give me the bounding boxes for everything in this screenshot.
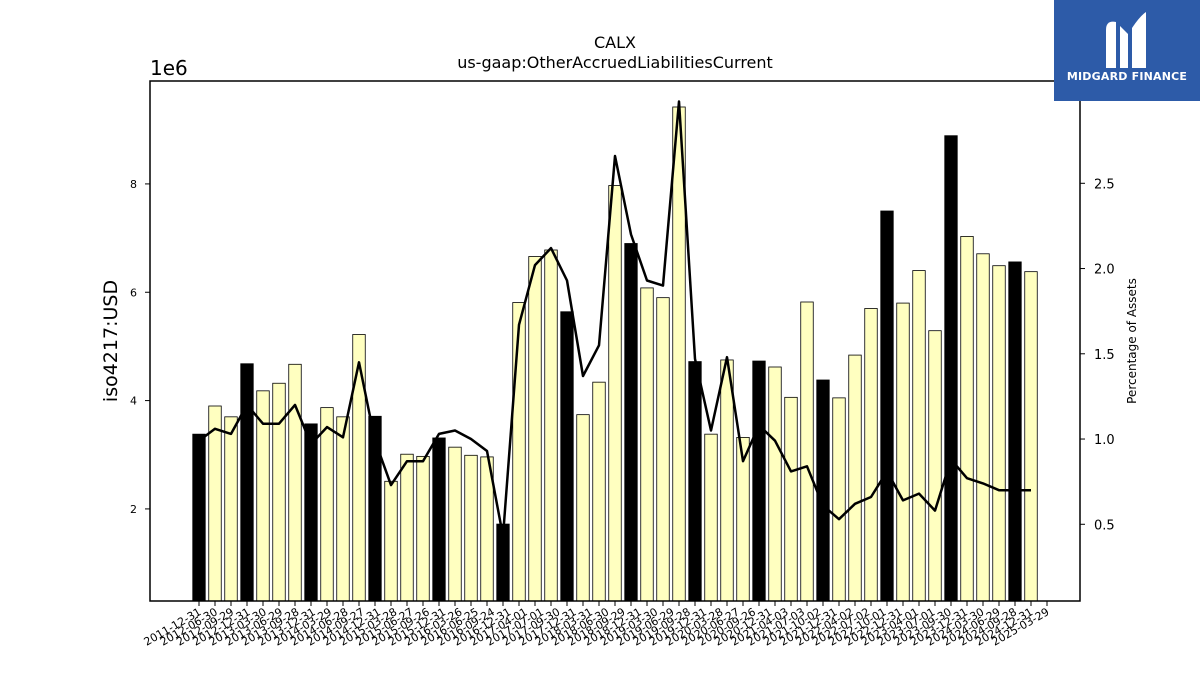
bar-2012-06-30 [224,416,238,602]
bar-2021-04-03 [784,396,798,602]
bar-2015-03-28 [400,453,414,602]
y-tick-label-6: 6 [130,286,137,299]
bar-2013-12-31 [320,407,334,602]
bar-2017-09-30 [560,311,574,602]
bar-2018-09-29 [624,243,638,602]
bar-2023-04-01 [912,270,926,602]
bar-2018-06-30 [608,185,622,602]
bar-2016-03-26 [464,454,478,602]
y-tick-label-2: 2 [130,503,137,516]
y-axis-ticks: 2 4 6 8 [130,178,150,516]
y-multiplier-label: 1e6 [150,56,188,80]
y-axis-label: iso4217:USD [100,280,122,402]
bar-2022-10-01 [880,210,894,602]
bar-2019-03-30 [656,297,670,602]
bar-2020-09-26 [752,360,766,602]
bar-2023-07-01 [928,330,942,602]
midgard-finance-logo: MIDGARD FINANCE [1054,0,1200,101]
bar-2024-03-30 [976,253,990,602]
bar-2018-03-31 [592,381,606,602]
bar-2013-06-29 [288,363,302,602]
y2-tick-label-2.5: 2.5 [1094,177,1115,192]
bars-group [192,106,1038,602]
bar-2014-12-31 [384,480,398,602]
bar-2019-09-28 [688,361,702,602]
bar-2014-03-29 [336,416,350,602]
bar-2015-06-27 [416,455,430,602]
bar-2024-06-29 [992,265,1006,602]
bar-2017-07-01 [544,249,558,602]
plot-frame [149,80,1081,602]
x-axis-ticks: 2011-12-312012-06-302012-09-292012-12-31… [142,601,1052,649]
y2-axis-ticks: 0.5 1.0 1.5 2.0 2.5 [1080,177,1115,533]
y2-tick-label-0.5: 0.5 [1094,518,1115,533]
bar-2024-12-31 [1024,271,1038,602]
bar-2023-12-31 [960,236,974,602]
bar-2015-09-26 [432,437,446,602]
bar-2014-06-28 [352,334,366,602]
bar-2017-04-01 [528,256,542,602]
pct-line-group [198,100,1031,538]
bar-2021-07-03 [800,301,814,602]
bar-2020-03-28 [720,359,734,602]
y2-tick-label-2: 2.0 [1094,263,1115,278]
y-tick-label-8: 8 [130,178,137,191]
chart-subtitle: us-gaap:OtherAccruedLiabilitiesCurrent [457,53,773,72]
bar-2015-12-31 [448,446,462,602]
bar-2020-12-31 [768,366,782,602]
bar-2023-09-30 [944,135,958,602]
midgard-logo-icon [1106,12,1146,68]
chart-title: CALX [594,33,636,52]
y-tick-label-4: 4 [130,395,137,408]
bar-2022-04-02 [848,354,862,602]
bar-2013-09-28 [304,423,318,602]
bar-2012-09-29 [240,363,254,602]
bar-2016-12-31 [512,302,526,602]
bar-2024-09-28 [1008,261,1022,602]
bar-2021-10-02 [816,379,830,602]
bar-2012-03-31 [208,405,222,602]
bar-2011-12-31 [192,433,206,602]
bar-2021-12-31 [832,397,846,602]
y2-axis-label: Percentage of Assets [1125,278,1139,404]
bar-2017-12-31 [576,414,590,602]
bar-2018-12-31 [640,287,654,602]
bar-2022-12-31 [896,302,910,602]
bar-2019-12-31 [704,433,718,602]
y2-tick-label-1: 1.0 [1094,433,1115,448]
bar-2022-07-02 [864,308,878,602]
logo-text: MIDGARD FINANCE [1066,70,1188,83]
y2-tick-label-1.5: 1.5 [1094,348,1115,363]
pct-of-assets-line [198,100,1031,538]
bar-2013-03-30 [272,382,286,602]
